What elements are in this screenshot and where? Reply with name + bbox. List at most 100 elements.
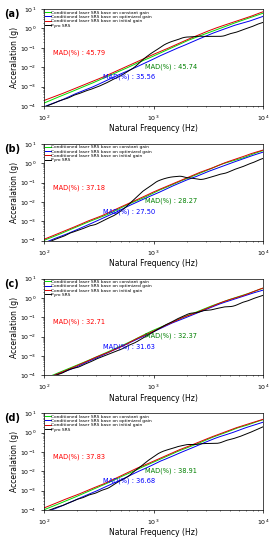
Conditioned laser SRS base on constant gain [180,40,183,46]
Conditioned laser SRS base on constant gain [42,507,46,513]
Conditioned laser SRS base on optimized gain [129,339,132,345]
Conditioned laser SRS base on optimized gain [202,34,205,41]
Y-axis label: Acceralation (g): Acceralation (g) [10,296,19,357]
Line: Conditioned laser SRS base on initial gain: Conditioned laser SRS base on initial ga… [44,288,263,380]
Pyro SRS [69,94,72,100]
Conditioned laser SRS base on optimized gain [262,13,265,20]
Conditioned laser SRS base on constant gain [202,306,205,313]
Conditioned laser SRS base on initial gain [129,61,132,68]
Conditioned laser SRS base on constant gain [202,438,205,445]
Conditioned laser SRS base on optimized gain [42,104,46,110]
Conditioned laser SRS base on initial gain [200,438,204,444]
Pyro SRS [200,176,204,182]
Conditioned laser SRS base on optimized gain [200,171,204,177]
Conditioned laser SRS base on constant gain [180,446,183,453]
Conditioned laser SRS base on constant gain [114,207,117,214]
Conditioned laser SRS base on constant gain [200,307,204,313]
Conditioned laser SRS base on optimized gain [114,479,117,485]
Pyro SRS [200,440,204,447]
Pyro SRS [180,173,183,180]
X-axis label: Natural Frequency (Hz): Natural Frequency (Hz) [109,259,198,268]
Conditioned laser SRS base on optimized gain [262,287,265,293]
Conditioned laser SRS base on initial gain [180,314,183,321]
Conditioned laser SRS base on initial gain [69,87,72,93]
Pyro SRS [69,366,72,372]
Legend: Conditioned laser SRS base on constant gain, Conditioned laser SRS base on optim: Conditioned laser SRS base on constant g… [45,10,152,28]
Pyro SRS [42,376,46,383]
Legend: Conditioned laser SRS base on constant gain, Conditioned laser SRS base on optim: Conditioned laser SRS base on constant g… [45,280,152,297]
Conditioned laser SRS base on optimized gain [180,43,183,49]
Y-axis label: Acceralation (g): Acceralation (g) [10,162,19,223]
Y-axis label: Acceralation (g): Acceralation (g) [10,27,19,88]
Conditioned laser SRS base on initial gain [114,68,117,75]
Pyro SRS [129,199,132,206]
Conditioned laser SRS base on optimized gain [69,499,72,506]
Text: MAD(%) : 37.83: MAD(%) : 37.83 [53,453,105,460]
Line: Conditioned laser SRS base on initial gain: Conditioned laser SRS base on initial ga… [44,419,263,508]
Conditioned laser SRS base on constant gain [42,376,46,382]
Conditioned laser SRS base on constant gain [69,226,72,233]
Text: (c): (c) [4,279,19,288]
Conditioned laser SRS base on constant gain [129,338,132,345]
Conditioned laser SRS base on optimized gain [69,93,72,99]
Conditioned laser SRS base on initial gain [202,307,205,313]
Conditioned laser SRS base on optimized gain [202,307,205,314]
Conditioned laser SRS base on optimized gain [42,376,46,382]
Line: Conditioned laser SRS base on optimized gain: Conditioned laser SRS base on optimized … [44,290,263,379]
Pyro SRS [202,33,205,40]
Conditioned laser SRS base on optimized gain [129,201,132,208]
Conditioned laser SRS base on constant gain [69,364,72,371]
Conditioned laser SRS base on optimized gain [114,209,117,216]
Line: Pyro SRS: Pyro SRS [44,427,263,513]
Conditioned laser SRS base on constant gain [42,100,46,106]
Pyro SRS [180,35,183,41]
Pyro SRS [129,341,132,348]
Text: MAD(%) : 32.71: MAD(%) : 32.71 [53,319,105,325]
Conditioned laser SRS base on initial gain [180,176,183,183]
X-axis label: Natural Frequency (Hz): Natural Frequency (Hz) [109,124,198,134]
Pyro SRS [200,308,204,314]
Conditioned laser SRS base on optimized gain [180,316,183,323]
Pyro SRS [262,19,265,26]
Text: (d): (d) [4,413,20,423]
Conditioned laser SRS base on constant gain [262,147,265,154]
Conditioned laser SRS base on constant gain [114,476,117,483]
Conditioned laser SRS base on initial gain [129,468,132,475]
Pyro SRS [200,33,204,40]
Conditioned laser SRS base on optimized gain [180,449,183,455]
Conditioned laser SRS base on initial gain [129,199,132,206]
Line: Pyro SRS: Pyro SRS [44,22,263,107]
Pyro SRS [114,480,117,487]
Pyro SRS [180,443,183,449]
Conditioned laser SRS base on constant gain [129,469,132,476]
Pyro SRS [262,292,265,299]
Conditioned laser SRS base on initial gain [69,494,72,501]
Conditioned laser SRS base on optimized gain [129,472,132,478]
Text: MAD(%) : 36.68: MAD(%) : 36.68 [103,478,155,484]
Legend: Conditioned laser SRS base on constant gain, Conditioned laser SRS base on optim: Conditioned laser SRS base on constant g… [45,145,152,162]
Conditioned laser SRS base on optimized gain [129,66,132,73]
Text: MAD(%) : 32.37: MAD(%) : 32.37 [145,332,197,339]
Conditioned laser SRS base on optimized gain [180,179,183,185]
Conditioned laser SRS base on constant gain [202,168,205,175]
Pyro SRS [202,176,205,182]
Text: (a): (a) [4,9,20,19]
Conditioned laser SRS base on initial gain [200,307,204,314]
Conditioned laser SRS base on initial gain [69,365,72,372]
Text: MAD(%) : 38.91: MAD(%) : 38.91 [145,467,197,473]
Conditioned laser SRS base on constant gain [114,345,117,352]
Text: MAD(%) : 37.18: MAD(%) : 37.18 [53,184,105,191]
Conditioned laser SRS base on constant gain [129,200,132,206]
Conditioned laser SRS base on constant gain [200,169,204,175]
Text: MAD(%) : 27.50: MAD(%) : 27.50 [103,209,155,215]
Conditioned laser SRS base on constant gain [200,31,204,38]
Conditioned laser SRS base on initial gain [262,285,265,291]
Conditioned laser SRS base on constant gain [180,178,183,184]
Y-axis label: Acceralation (g): Acceralation (g) [10,431,19,493]
Text: (b): (b) [4,144,21,154]
Conditioned laser SRS base on optimized gain [42,240,46,247]
Conditioned laser SRS base on constant gain [202,31,205,38]
Pyro SRS [114,348,117,355]
Conditioned laser SRS base on initial gain [69,225,72,232]
Conditioned laser SRS base on constant gain [42,237,46,244]
